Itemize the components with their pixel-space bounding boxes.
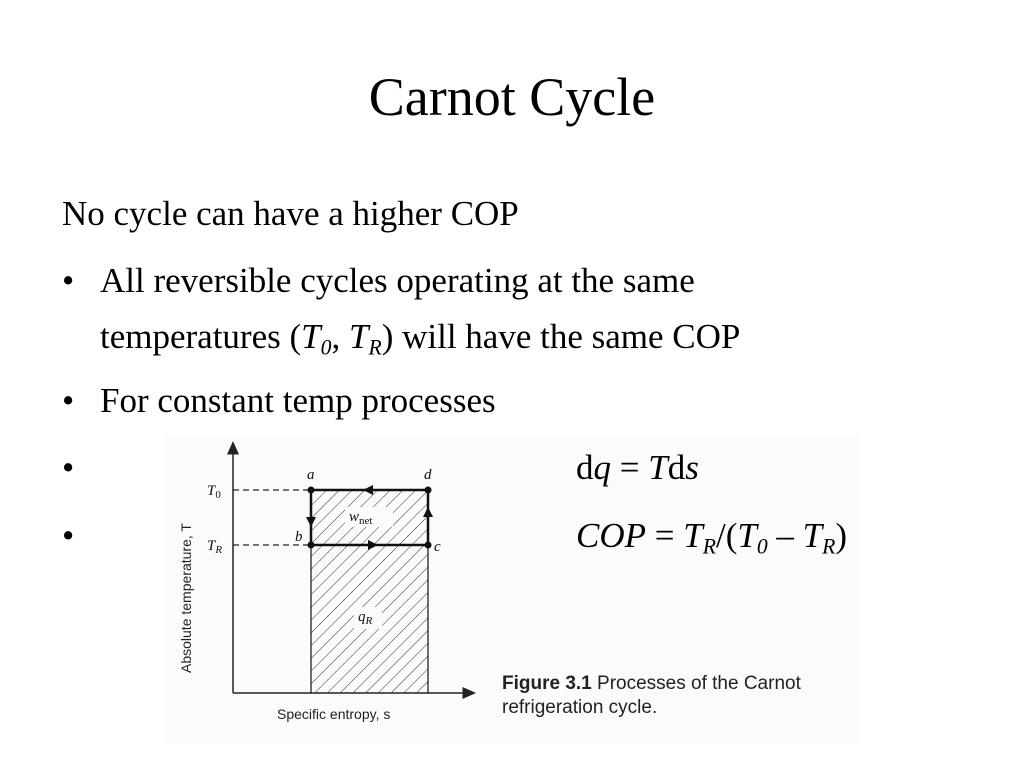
b1-t0: T bbox=[301, 317, 321, 356]
point-a-dot bbox=[307, 486, 315, 494]
ts-diagram: a d b c wnet qR T0 TR Absolute temperatu… bbox=[178, 441, 476, 722]
caption-text: Processes of the Carnot refrigeration cy… bbox=[502, 673, 801, 718]
eq1-eq: = bbox=[611, 448, 649, 487]
bullet-3-marker: • bbox=[62, 448, 75, 487]
point-c-dot bbox=[424, 541, 432, 549]
eq2-r: R bbox=[702, 534, 716, 559]
b1-tr: T bbox=[348, 317, 369, 356]
label-a: a bbox=[307, 467, 315, 483]
w-net-label: wnet bbox=[349, 509, 372, 527]
eq2-minus: – bbox=[767, 516, 803, 555]
eq1-s: s bbox=[685, 448, 699, 487]
eq1-d: d bbox=[576, 448, 594, 487]
tick-t0: T0 bbox=[207, 483, 221, 501]
figure-caption: Figure 3.1 Processes of the Carnot refri… bbox=[502, 672, 862, 720]
equation-cop: COP = TR/(T0 – TR) bbox=[576, 515, 847, 568]
eq1-q: q bbox=[593, 448, 612, 487]
label-d: d bbox=[424, 467, 432, 483]
eq2-slash: /( bbox=[715, 516, 738, 555]
arrow-c-to-d bbox=[423, 507, 433, 517]
eq2-eq: = bbox=[646, 516, 684, 555]
arrow-b-to-c bbox=[368, 540, 378, 550]
bullet-1-line-1: All reversible cycles operating at the s… bbox=[100, 261, 695, 300]
caption-figure-number: Figure 3.1 bbox=[502, 673, 592, 694]
w-net-label-bg bbox=[345, 507, 393, 527]
eq2-close: ) bbox=[835, 516, 848, 555]
q-r-label: qR bbox=[358, 609, 373, 627]
bullet-4-marker: • bbox=[62, 516, 75, 555]
b1-comma: , bbox=[331, 317, 349, 356]
arrow-a-to-b bbox=[306, 517, 316, 527]
q-r-label-bg bbox=[354, 607, 382, 629]
bullet-2-text: For constant temp processes bbox=[100, 381, 496, 420]
label-b: b bbox=[295, 529, 303, 545]
tick-tr: TR bbox=[207, 538, 222, 556]
point-b-dot bbox=[307, 541, 315, 549]
b1-post: ) will have the same COP bbox=[381, 317, 741, 356]
bullet-1-marker: • bbox=[62, 261, 75, 300]
bullet-1-line-2: temperatures (T0, TR) will have the same… bbox=[100, 316, 740, 369]
y-axis-label: Absolute temperature, T bbox=[178, 523, 194, 673]
eq2-t2: T bbox=[802, 516, 823, 555]
b1-t0-sub: 0 bbox=[320, 335, 332, 360]
x-axis-label: Specific entropy, s bbox=[277, 706, 390, 722]
equation-dq: dq = Tds bbox=[576, 447, 699, 489]
label-c: c bbox=[434, 539, 441, 555]
eq2-t: T bbox=[683, 516, 703, 555]
eq1-t: T bbox=[648, 448, 668, 487]
eq2-cop: COP bbox=[576, 516, 646, 555]
b1-tr-sub: R bbox=[368, 335, 382, 360]
intro-text: No cycle can have a higher COP bbox=[62, 194, 519, 233]
b1-pre: temperatures ( bbox=[100, 317, 302, 356]
eq1-d2: d bbox=[667, 448, 686, 487]
point-d-dot bbox=[424, 486, 432, 494]
eq2-t0: T bbox=[737, 516, 757, 555]
eq2-0: 0 bbox=[756, 534, 768, 559]
slide-title: Carnot Cycle bbox=[368, 67, 656, 127]
eq2-r2: R bbox=[822, 534, 836, 559]
carnot-figure: a d b c wnet qR T0 TR Absolute temperatu… bbox=[163, 437, 860, 743]
bullet-2-marker: • bbox=[62, 381, 75, 420]
arrow-d-to-a bbox=[363, 485, 373, 495]
